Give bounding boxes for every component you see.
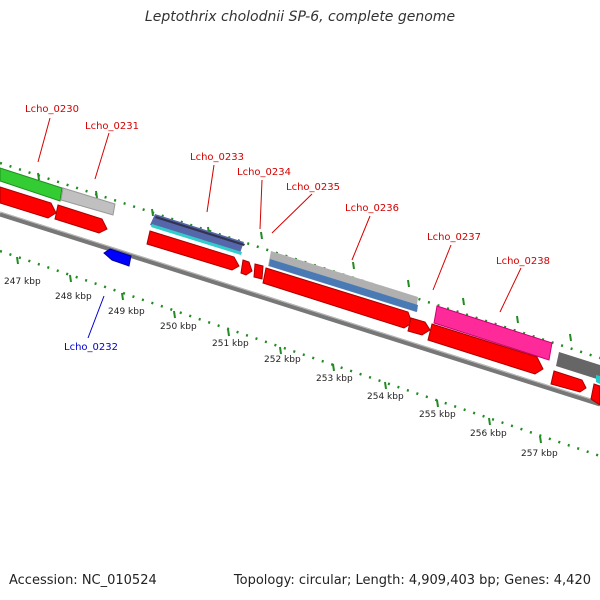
gene-label: Lcho_0231 [85,121,139,132]
kbp-tick-label: 247 kbp [4,277,41,287]
kbp-tick-label: 249 kbp [108,307,145,317]
cds-arrow [146,230,240,271]
gene-labels: Lcho_0230 Lcho_0231 Lcho_0233 Lcho_0234 … [25,104,550,353]
inner-tick [488,417,491,426]
inner-tick [16,256,19,265]
kbp-tick-label: 256 kbp [470,429,507,439]
accession-label: Accession: NC_010524 [9,573,157,588]
gene-block-lcho0238 [556,352,600,380]
kbp-tick-label: 251 kbp [212,339,249,349]
outer-tick [516,315,519,324]
outer-tick [260,231,263,240]
gene-label: Lcho_0236 [345,203,399,214]
kbp-tick-label: 254 kbp [367,392,404,402]
kbp-tick-label: 253 kbp [316,374,353,384]
kbp-tick-label: 252 kbp [264,355,301,365]
kbp-tick-label: 257 kbp [521,449,558,459]
cds-arrow [407,317,431,336]
outer-tick [95,190,98,199]
inner-tick [173,310,176,319]
inner-tick [121,292,124,301]
kbp-tick-label: 248 kbp [55,292,92,302]
cds-arrow [240,259,253,276]
gene-label-leaders [37,117,522,339]
cds-arrow [262,267,413,329]
gene-block-lcho0230 [0,167,63,202]
gene-label: Lcho_0237 [427,232,481,243]
inner-tick [332,363,335,372]
inner-tick [384,381,387,390]
cds-track [0,186,600,406]
cds-arrow [550,370,587,393]
cds-arrow [427,323,544,375]
cds-arrow [590,383,600,406]
outer-tick [352,261,355,270]
inner-tick [227,328,230,337]
inner-tick [69,274,72,283]
reverse-cds-arrow [103,248,132,267]
inner-tick [436,399,439,408]
gene-block-lcho0231 [60,187,116,216]
kbp-tick-label: 250 kbp [160,322,197,332]
gene-label: Lcho_0234 [237,167,291,178]
gene-label: Lcho_0232 [64,342,118,353]
gene-block-lcho0237 [433,305,553,361]
outer-tick [407,279,410,288]
outer-tick [569,333,572,342]
inner-dotted-ring [0,249,600,458]
cds-arrow [253,263,264,280]
feature-track [0,167,600,380]
kbp-tick-label: 255 kbp [419,410,456,420]
genome-summary: Topology: circular; Length: 4,909,403 bp… [233,573,591,588]
inner-tick [539,435,542,444]
outer-tick [151,208,154,217]
genome-backbone [0,211,600,407]
cds-arrow [54,204,108,234]
outer-tick [462,297,465,306]
outer-tick [37,172,40,181]
cds-arrow [0,186,57,219]
gene-label: Lcho_0230 [25,104,79,115]
inner-tick [279,346,282,355]
gene-label: Lcho_0235 [286,182,340,193]
gene-label: Lcho_0233 [190,152,244,163]
kbp-tick-labels: 247 kbp 248 kbp 249 kbp 250 kbp 251 kbp … [4,277,558,459]
map-title: Leptothrix cholodnii SP-6, complete geno… [144,9,456,25]
gene-label: Lcho_0238 [496,256,550,267]
